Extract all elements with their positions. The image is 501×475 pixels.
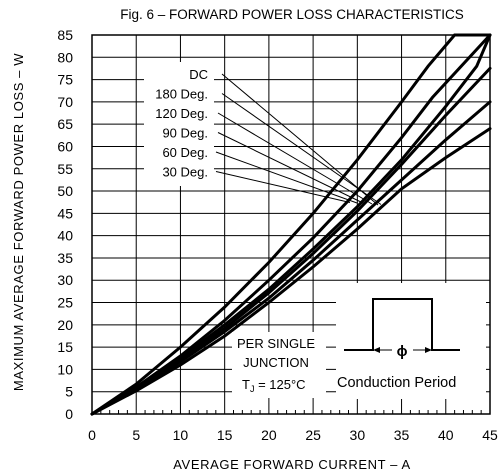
- conduction-inset-bg: [336, 283, 486, 399]
- y-tick-label: 85: [57, 27, 73, 43]
- y-tick-label: 10: [57, 361, 73, 377]
- y-tick-label: 0: [65, 406, 73, 422]
- x-tick-label: 0: [88, 427, 96, 443]
- x-tick-label: 35: [394, 427, 410, 443]
- tj-text: TJ = 125°C: [242, 377, 306, 394]
- x-tick-label: 15: [217, 427, 233, 443]
- legend-label: 90 Deg.: [162, 126, 208, 141]
- legend: DC 180 Deg. 120 Deg. 90 Deg. 60 Deg. 30 Deg.: [155, 67, 208, 180]
- y-tick-label: 40: [57, 228, 73, 244]
- legend-leader-line: [215, 171, 351, 203]
- conduction-period-inset: ϕ Conduction Period: [336, 283, 486, 399]
- y-tick-label: 5: [65, 384, 73, 400]
- y-tick-label: 45: [57, 205, 73, 221]
- legend-leader-line: [215, 151, 358, 204]
- curves: [90, 33, 492, 416]
- x-tick-label: 40: [438, 427, 454, 443]
- junction-annotation: PER SINGLE JUNCTION TJ = 125°C: [232, 332, 326, 398]
- x-tick-label: 25: [305, 427, 321, 443]
- y-tick-label: 20: [57, 317, 73, 333]
- y-tick-label: 35: [57, 250, 73, 266]
- legend-leader-line: [221, 93, 382, 205]
- conduction-period-text: Conduction Period: [337, 375, 456, 391]
- legend-leaders: [215, 73, 382, 206]
- pulse-waveform: [344, 298, 460, 351]
- y-tick-label: 75: [57, 72, 73, 88]
- y-axis-ticks: 0 5 10 15 20 25 30 35 40 45 50 55 60 65 70 75 80 85: [57, 27, 73, 422]
- curve-dc: [90, 127, 492, 416]
- curve-180-deg: [90, 100, 492, 416]
- y-tick-label: 30: [57, 272, 73, 288]
- legend-label: 120 Deg.: [155, 106, 208, 121]
- legend-label: DC: [189, 67, 208, 82]
- x-tick-label: 10: [173, 427, 189, 443]
- curve-30-deg: [90, 33, 492, 416]
- y-tick-label: 60: [57, 138, 73, 154]
- period-arrowhead-left: [373, 347, 380, 353]
- chart-title: Fig. 6 – FORWARD POWER LOSS CHARACTERIST…: [120, 7, 464, 22]
- legend-label: 30 Deg.: [162, 165, 208, 180]
- legend-label: 60 Deg.: [162, 145, 208, 160]
- tj-subscript: J: [250, 384, 255, 394]
- y-tick-label: 80: [57, 49, 73, 65]
- x-axis-label: AVERAGE FORWARD CURRENT – A: [173, 457, 410, 472]
- phi-symbol: ϕ: [397, 344, 408, 360]
- tj-value: = 125°C: [254, 377, 305, 392]
- junction-annotation-bg: [232, 332, 326, 398]
- y-tick-label: 25: [57, 295, 73, 311]
- x-tick-label: 45: [482, 427, 498, 443]
- tj-symbol: T: [242, 377, 250, 392]
- legend-leader-line: [217, 112, 373, 205]
- x-tick-label: 20: [261, 427, 277, 443]
- legend-bg: [144, 62, 214, 186]
- period-arrowhead-right: [425, 347, 432, 353]
- y-tick-label: 50: [57, 183, 73, 199]
- x-axis-ticks: 0 5 10 15 20 25 30 35 40 45: [88, 427, 498, 443]
- junction-text: JUNCTION: [243, 355, 309, 370]
- x-tick-label: 5: [132, 427, 140, 443]
- x-tick-label: 30: [350, 427, 366, 443]
- per-single-text: PER SINGLE: [237, 336, 315, 351]
- plot-frame: [91, 34, 491, 415]
- y-tick-label: 65: [57, 116, 73, 132]
- y-tick-label: 15: [57, 339, 73, 355]
- legend-background: [144, 62, 214, 186]
- legend-label: 180 Deg.: [155, 87, 208, 102]
- legend-leader-line: [217, 132, 365, 204]
- y-axis-label: MAXIMUM AVERAGE FORWARD POWER LOSS – W: [11, 53, 26, 391]
- y-tick-label: 55: [57, 161, 73, 177]
- y-tick-label: 70: [57, 94, 73, 110]
- legend-leader-line: [221, 73, 379, 206]
